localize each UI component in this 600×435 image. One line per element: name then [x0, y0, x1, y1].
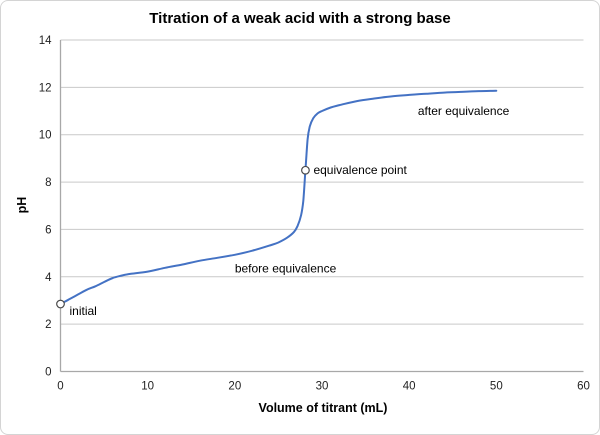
x-tick-label: 30 — [316, 381, 329, 393]
annotation-before-equivalence: before equivalence — [235, 261, 337, 275]
equivalence-point-marker — [301, 165, 310, 175]
annotation-equivalence-point: equivalence point — [313, 163, 407, 177]
annotation-initial: initial — [70, 304, 97, 318]
x-tick-label: 40 — [403, 381, 416, 393]
y-tick-label: 12 — [39, 82, 52, 94]
x-tick-label: 60 — [577, 381, 590, 393]
y-tick-label: 10 — [39, 130, 52, 142]
chart-title: Titration of a weak acid with a strong b… — [149, 10, 451, 27]
x-axis-title: Volume of titrant (mL) — [258, 401, 388, 415]
initial-point-marker — [56, 299, 65, 309]
y-tick-label: 4 — [45, 272, 52, 284]
y-tick-label: 2 — [45, 319, 51, 331]
y-tick-label: 0 — [45, 367, 51, 379]
titration-curve — [59, 89, 498, 305]
y-tick-label: 6 — [45, 224, 51, 236]
y-tick-label: 8 — [45, 177, 51, 189]
x-tick-label: 0 — [57, 381, 63, 393]
y-tick-label: 14 — [39, 35, 52, 47]
x-tick-label: 10 — [141, 381, 154, 393]
annotation-after-equivalence: after equivalence — [418, 104, 510, 118]
x-tick-label: 20 — [228, 381, 241, 393]
x-tick-label: 50 — [490, 381, 503, 393]
